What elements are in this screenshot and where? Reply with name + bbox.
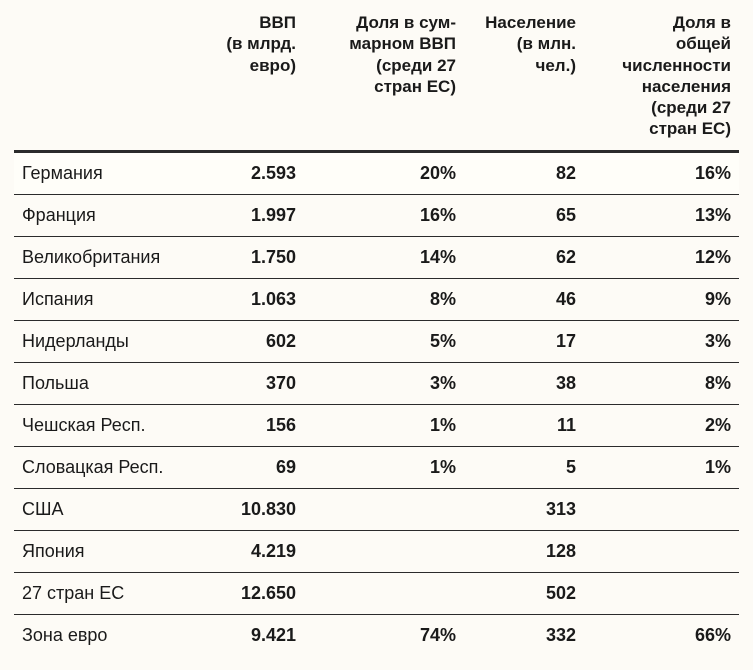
cell-gdp: 1.750 [184, 236, 304, 278]
cell-country: Польша [14, 362, 184, 404]
cell-gdp: 4.219 [184, 530, 304, 572]
cell-country: Нидерланды [14, 320, 184, 362]
col-header-country [14, 8, 184, 151]
table-header: ВВП(в млрд.евро) Доля в сум-марном ВВП(с… [14, 8, 739, 151]
cell-gdp: 10.830 [184, 488, 304, 530]
col-header-gdp-share: Доля в сум-марном ВВП(среди 27стран ЕС) [304, 8, 464, 151]
cell-pop: 65 [464, 194, 584, 236]
cell-pop_share [584, 530, 739, 572]
cell-gdp_share: 5% [304, 320, 464, 362]
cell-pop_share: 1% [584, 446, 739, 488]
cell-gdp: 156 [184, 404, 304, 446]
table-row: Испания1.0638%469% [14, 278, 739, 320]
cell-pop_share: 66% [584, 614, 739, 656]
cell-pop: 62 [464, 236, 584, 278]
cell-gdp_share: 14% [304, 236, 464, 278]
cell-gdp_share [304, 572, 464, 614]
cell-gdp_share: 16% [304, 194, 464, 236]
cell-pop: 82 [464, 151, 584, 194]
cell-gdp: 2.593 [184, 151, 304, 194]
cell-country: Словацкая Респ. [14, 446, 184, 488]
cell-pop: 313 [464, 488, 584, 530]
cell-gdp: 12.650 [184, 572, 304, 614]
cell-pop: 128 [464, 530, 584, 572]
table-row: Нидерланды6025%173% [14, 320, 739, 362]
cell-gdp: 9.421 [184, 614, 304, 656]
table-row: Франция1.99716%6513% [14, 194, 739, 236]
cell-pop_share: 12% [584, 236, 739, 278]
cell-pop: 38 [464, 362, 584, 404]
table-row: Словацкая Респ.691%51% [14, 446, 739, 488]
cell-pop: 17 [464, 320, 584, 362]
table-row: Германия2.59320%8216% [14, 151, 739, 194]
col-header-pop-share: Доля вобщейчисленностинаселения(среди 27… [584, 8, 739, 151]
cell-pop_share: 8% [584, 362, 739, 404]
cell-pop_share: 16% [584, 151, 739, 194]
table-row: Чешская Респ.1561%112% [14, 404, 739, 446]
cell-pop: 46 [464, 278, 584, 320]
cell-gdp_share: 3% [304, 362, 464, 404]
data-table: ВВП(в млрд.евро) Доля в сум-марном ВВП(с… [14, 8, 739, 656]
cell-country: США [14, 488, 184, 530]
cell-gdp_share [304, 488, 464, 530]
col-header-gdp: ВВП(в млрд.евро) [184, 8, 304, 151]
cell-gdp_share: 20% [304, 151, 464, 194]
cell-gdp: 1.063 [184, 278, 304, 320]
col-header-pop: Население(в млн.чел.) [464, 8, 584, 151]
cell-country: Испания [14, 278, 184, 320]
cell-gdp: 370 [184, 362, 304, 404]
cell-gdp_share [304, 530, 464, 572]
cell-country: 27 стран ЕС [14, 572, 184, 614]
cell-country: Франция [14, 194, 184, 236]
cell-pop_share: 2% [584, 404, 739, 446]
cell-gdp: 1.997 [184, 194, 304, 236]
cell-country: Зона евро [14, 614, 184, 656]
cell-pop: 332 [464, 614, 584, 656]
cell-gdp_share: 1% [304, 404, 464, 446]
table-row: Япония4.219 128 [14, 530, 739, 572]
table-row: Зона евро9.42174%33266% [14, 614, 739, 656]
cell-gdp_share: 1% [304, 446, 464, 488]
cell-gdp_share: 8% [304, 278, 464, 320]
cell-pop: 11 [464, 404, 584, 446]
table-row: США10.830 313 [14, 488, 739, 530]
cell-gdp: 69 [184, 446, 304, 488]
cell-pop_share: 9% [584, 278, 739, 320]
cell-country: Чешская Респ. [14, 404, 184, 446]
cell-country: Япония [14, 530, 184, 572]
cell-pop: 5 [464, 446, 584, 488]
cell-gdp: 602 [184, 320, 304, 362]
table-row: 27 стран ЕС12.650 502 [14, 572, 739, 614]
cell-pop: 502 [464, 572, 584, 614]
cell-pop_share [584, 572, 739, 614]
cell-pop_share [584, 488, 739, 530]
table-row: Великобритания1.75014%6212% [14, 236, 739, 278]
cell-pop_share: 13% [584, 194, 739, 236]
cell-country: Великобритания [14, 236, 184, 278]
cell-pop_share: 3% [584, 320, 739, 362]
table-body: Германия2.59320%8216%Франция1.99716%6513… [14, 151, 739, 656]
page: ВВП(в млрд.евро) Доля в сум-марном ВВП(с… [0, 0, 753, 670]
cell-country: Германия [14, 151, 184, 194]
cell-gdp_share: 74% [304, 614, 464, 656]
table-row: Польша3703%388% [14, 362, 739, 404]
